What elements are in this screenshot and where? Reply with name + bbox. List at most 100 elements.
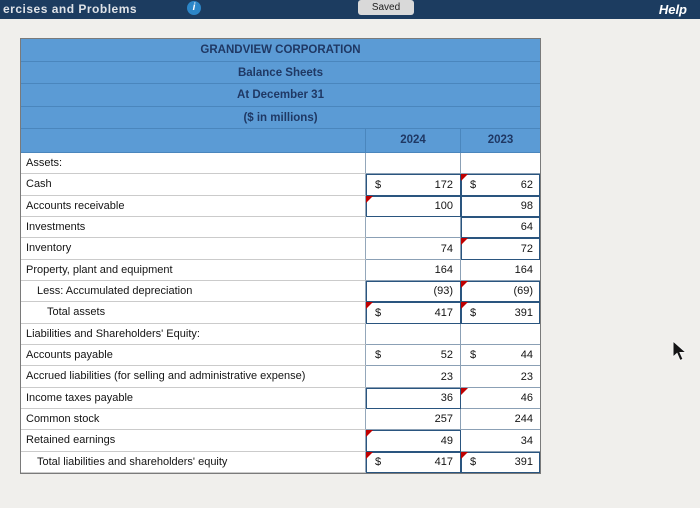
cell-2023[interactable]: $391 [461, 302, 540, 324]
cell-2024 [366, 323, 461, 346]
cell-2024[interactable]: 164 [366, 259, 461, 282]
cell-2024 [366, 153, 461, 175]
cell-value: 391 [514, 306, 533, 319]
cell-value: (93) [433, 285, 453, 298]
table-row: Accounts payable $52 $44 [21, 345, 540, 367]
cell-2024[interactable]: $417 [366, 451, 461, 474]
flag-marker [461, 281, 468, 289]
table-date-line: At December 31 [21, 84, 540, 107]
table-row: Liabilities and Shareholders' Equity: [21, 323, 540, 346]
table-row: Cash $172 $62 [21, 174, 540, 196]
cell-2024[interactable] [366, 217, 461, 239]
topbar: ercises and Problems i Saved Help [0, 0, 700, 19]
cell-value: (69) [513, 285, 533, 298]
breadcrumb-text: ercises and Problems [3, 2, 138, 16]
table-row: Less: Accumulated depreciation (93) (69) [21, 281, 540, 303]
cell-2024[interactable]: $52 [366, 345, 461, 367]
cell-value: 52 [440, 349, 453, 362]
table-row: Assets: [21, 153, 540, 175]
cell-value: 36 [440, 391, 453, 404]
table-body: Assets: Cash $172 $62 Accounts receivable 100… [21, 153, 540, 474]
column-header-2023: 2023 [487, 134, 514, 146]
table-header: GRANDVIEW CORPORATION Balance Sheets At … [21, 39, 540, 153]
dollar-sign: $ [375, 349, 382, 362]
cell-value: 23 [520, 370, 533, 383]
cell-2023[interactable]: 72 [461, 238, 540, 260]
dollar-sign: $ [470, 306, 477, 319]
row-label: Accrued liabilities (for selling and adm… [21, 366, 366, 388]
cell-2024[interactable]: $172 [366, 174, 461, 196]
table-row: Total assets $417 $391 [21, 302, 540, 324]
cell-2023[interactable]: 244 [461, 409, 540, 431]
cell-2023[interactable]: $391 [461, 451, 540, 474]
cell-value: 164 [514, 263, 533, 276]
table-subtitle: Balance Sheets [21, 61, 540, 84]
table-units-line: ($ in millions) [21, 106, 540, 129]
cell-2024[interactable]: (93) [366, 281, 461, 303]
cell-value: 46 [520, 391, 533, 404]
flag-marker [461, 302, 468, 310]
column-header-blank [21, 129, 366, 152]
dollar-sign: $ [470, 178, 477, 191]
column-header-2024: 2024 [366, 129, 461, 152]
table-row: Property, plant and equipment 164 164 [21, 259, 540, 282]
cell-2023[interactable]: 64 [461, 217, 540, 239]
row-label: Inventory [21, 238, 366, 260]
table-row: Retained earnings 49 34 [21, 430, 540, 452]
cell-2023 [461, 153, 540, 175]
cell-value: 164 [434, 263, 453, 276]
cell-2024[interactable]: 49 [366, 430, 461, 452]
saved-button[interactable]: Saved [358, 0, 414, 15]
flag-marker [366, 302, 373, 310]
cell-2023[interactable]: 23 [461, 366, 540, 388]
cell-2023[interactable]: $62 [461, 174, 540, 196]
cell-value: 34 [520, 434, 533, 447]
cell-value: 244 [514, 413, 533, 426]
row-label: Property, plant and equipment [21, 259, 366, 282]
column-header-row: 2024 2023 [21, 129, 540, 153]
cell-2023[interactable]: 34 [461, 430, 540, 452]
cell-2024[interactable]: 74 [366, 238, 461, 260]
cell-2023 [461, 324, 540, 346]
flag-marker [461, 387, 468, 395]
row-label: Cash [21, 174, 366, 196]
row-label: Investments [21, 217, 366, 239]
cell-2023[interactable]: 164 [461, 260, 540, 282]
table-row: Accrued liabilities (for selling and adm… [21, 366, 540, 388]
flag-marker [461, 451, 468, 459]
row-label: Assets: [21, 153, 366, 175]
cell-2024[interactable]: 257 [366, 409, 461, 431]
cell-value: 74 [440, 242, 453, 255]
cell-2023[interactable]: (69) [461, 281, 540, 303]
cell-2024[interactable]: 23 [366, 366, 461, 388]
cell-2023[interactable]: $44 [461, 345, 540, 367]
row-label: Income taxes payable [21, 387, 366, 410]
cell-value: 417 [434, 306, 453, 319]
flag-marker [366, 430, 373, 438]
help-link[interactable]: Help [658, 2, 687, 17]
cell-value: 62 [520, 178, 533, 191]
balance-sheet-table: GRANDVIEW CORPORATION Balance Sheets At … [20, 38, 541, 475]
table-row: Accounts receivable 100 98 [21, 195, 540, 218]
table-row: Inventory 74 72 [21, 238, 540, 260]
cell-value: 417 [434, 455, 453, 468]
row-label: Total liabilities and shareholders' equi… [21, 451, 366, 474]
row-label: Retained earnings [21, 430, 366, 452]
row-label: Liabilities and Shareholders' Equity: [21, 323, 366, 346]
cell-2024[interactable]: 36 [366, 387, 461, 410]
dollar-sign: $ [375, 178, 382, 191]
cell-2023[interactable]: 98 [461, 196, 540, 218]
cell-value: 23 [440, 370, 453, 383]
cell-2024[interactable]: 100 [366, 195, 461, 218]
table-row: Total liabilities and shareholders' equi… [21, 451, 540, 474]
dollar-sign: $ [375, 455, 382, 468]
dollar-sign: $ [470, 455, 477, 468]
cell-2023[interactable]: 46 [461, 387, 540, 410]
cell-value: 257 [434, 413, 453, 426]
cell-value: 391 [514, 455, 533, 468]
table-row: Investments 64 [21, 217, 540, 239]
cell-value: 172 [434, 178, 453, 191]
cell-2024[interactable]: $417 [366, 302, 461, 324]
info-icon[interactable]: i [187, 1, 201, 15]
row-label: Common stock [21, 409, 366, 431]
